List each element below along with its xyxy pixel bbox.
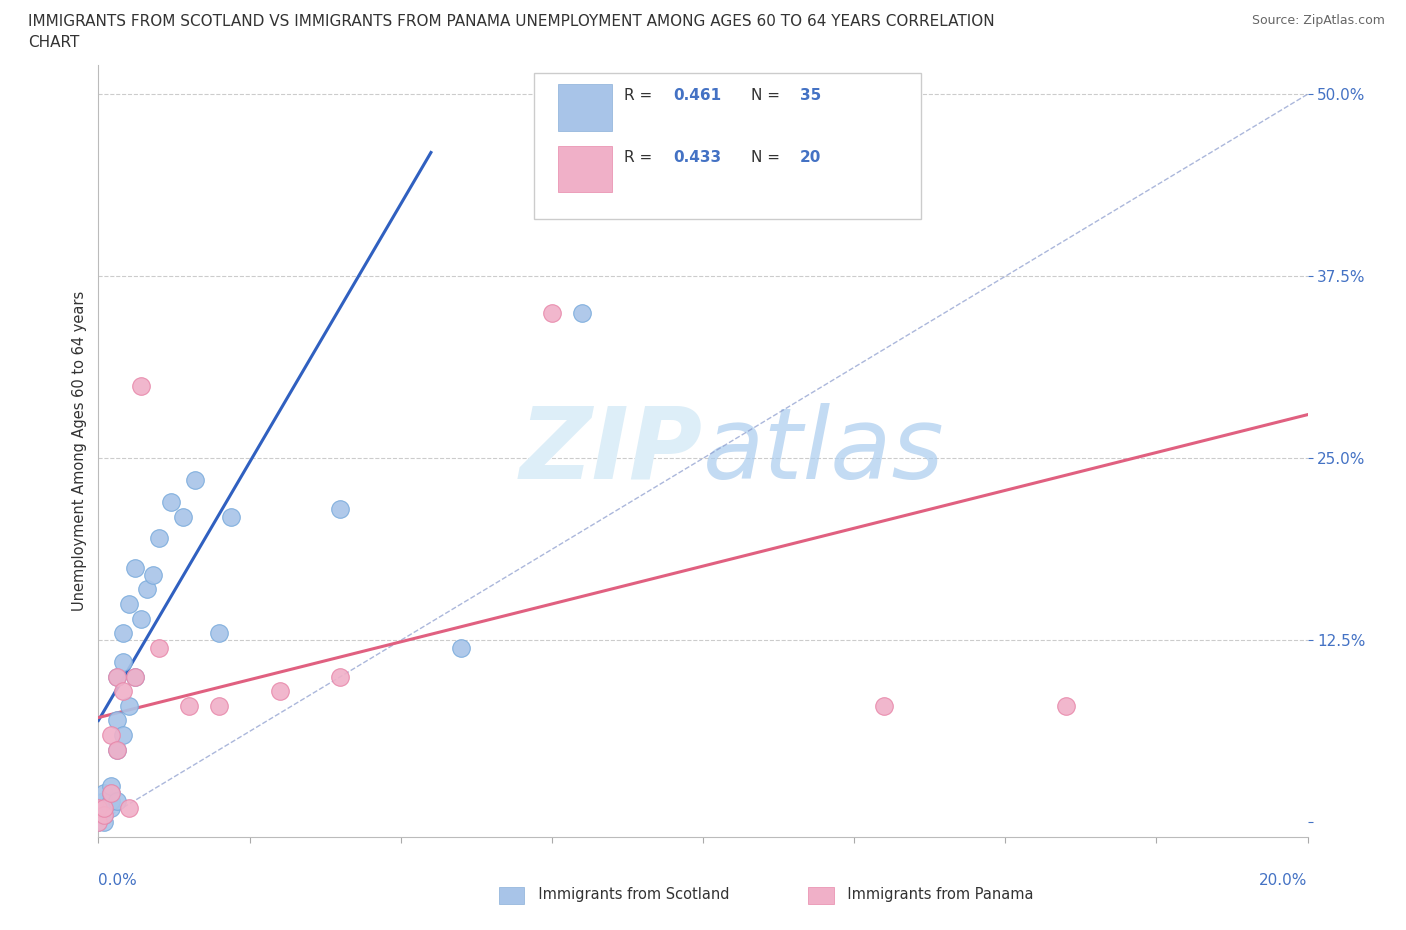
Point — [87, 801, 110, 816]
Point — [93, 808, 115, 823]
Point — [269, 684, 291, 698]
Point — [105, 670, 128, 684]
Point — [148, 640, 170, 655]
Text: ZIP: ZIP — [520, 403, 703, 499]
Point — [87, 815, 110, 830]
Point — [105, 742, 128, 757]
Point — [450, 640, 472, 655]
Text: 0.433: 0.433 — [672, 150, 721, 165]
Point — [93, 786, 115, 801]
Point — [124, 560, 146, 575]
Point — [105, 670, 128, 684]
Point — [184, 472, 207, 487]
Text: IMMIGRANTS FROM SCOTLAND VS IMMIGRANTS FROM PANAMA UNEMPLOYMENT AMONG AGES 60 TO: IMMIGRANTS FROM SCOTLAND VS IMMIGRANTS F… — [28, 14, 995, 29]
Text: R =: R = — [624, 87, 658, 103]
Point — [208, 626, 231, 641]
Text: 0.461: 0.461 — [672, 87, 721, 103]
Point — [118, 801, 141, 816]
Point — [100, 801, 122, 816]
Text: R =: R = — [624, 150, 658, 165]
Point — [93, 801, 115, 816]
FancyBboxPatch shape — [558, 85, 613, 131]
FancyBboxPatch shape — [534, 73, 921, 219]
Point — [129, 379, 152, 393]
Point — [100, 778, 122, 793]
Point — [148, 531, 170, 546]
Point — [142, 567, 165, 582]
Point — [160, 495, 183, 510]
Point — [105, 713, 128, 728]
Text: Immigrants from Scotland: Immigrants from Scotland — [506, 887, 730, 902]
Point — [93, 815, 115, 830]
Point — [118, 698, 141, 713]
Text: N =: N = — [751, 150, 785, 165]
Point — [111, 626, 134, 641]
Point — [571, 305, 593, 320]
Point — [172, 509, 194, 524]
Point — [179, 698, 201, 713]
Text: 20: 20 — [800, 150, 821, 165]
Point — [124, 670, 146, 684]
Point — [111, 655, 134, 670]
FancyBboxPatch shape — [558, 146, 613, 193]
Point — [129, 611, 152, 626]
Point — [100, 793, 122, 808]
Point — [87, 801, 110, 816]
Point — [135, 582, 157, 597]
Point — [100, 786, 122, 801]
Point — [93, 793, 115, 808]
Point — [111, 684, 134, 698]
Point — [93, 808, 115, 823]
Y-axis label: Unemployment Among Ages 60 to 64 years: Unemployment Among Ages 60 to 64 years — [72, 291, 87, 611]
Text: Immigrants from Panama: Immigrants from Panama — [815, 887, 1033, 902]
Text: N =: N = — [751, 87, 785, 103]
Text: 20.0%: 20.0% — [1260, 873, 1308, 888]
Point — [873, 698, 896, 713]
Point — [93, 801, 115, 816]
Point — [329, 670, 352, 684]
Point — [221, 509, 243, 524]
Point — [105, 793, 128, 808]
Point — [540, 305, 562, 320]
Text: 35: 35 — [800, 87, 821, 103]
Point — [105, 742, 128, 757]
Text: Source: ZipAtlas.com: Source: ZipAtlas.com — [1251, 14, 1385, 27]
Point — [208, 698, 231, 713]
Point — [1054, 698, 1077, 713]
Point — [118, 596, 141, 611]
Point — [100, 727, 122, 742]
Point — [124, 670, 146, 684]
Point — [111, 727, 134, 742]
Point — [100, 786, 122, 801]
Text: CHART: CHART — [28, 35, 80, 50]
Text: atlas: atlas — [703, 403, 945, 499]
Point — [87, 808, 110, 823]
Point — [87, 815, 110, 830]
Text: 0.0%: 0.0% — [98, 873, 138, 888]
Point — [329, 502, 352, 517]
